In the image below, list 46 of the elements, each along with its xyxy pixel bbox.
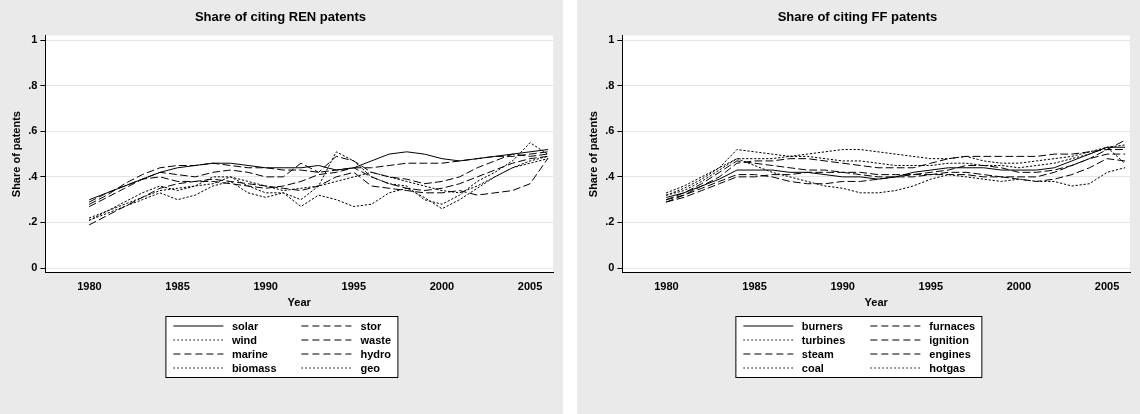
y-tick-label: 1 <box>31 33 38 46</box>
y-tick-label: .6 <box>605 124 615 137</box>
legend-label: biomass <box>231 362 277 374</box>
y-tick-label: .6 <box>28 124 38 137</box>
legend-label: steam <box>801 348 834 360</box>
legend-label: wind <box>231 334 257 346</box>
legend-label: burners <box>801 320 843 332</box>
y-tick-label: .2 <box>28 215 38 228</box>
x-tick-label: 2000 <box>429 280 455 293</box>
x-tick-label: 2005 <box>1094 280 1120 293</box>
x-tick-label: 1985 <box>742 280 767 293</box>
legend-label: stor <box>360 320 382 332</box>
legend-label: hydro <box>360 348 392 360</box>
y-tick-label: .8 <box>605 78 615 91</box>
x-tick-label: 1990 <box>253 280 278 293</box>
x-axis-title: Year <box>287 296 312 309</box>
y-tick-label: 0 <box>31 261 38 274</box>
legend-label: ignition <box>929 334 969 346</box>
x-tick-label: 2000 <box>1006 280 1032 293</box>
x-tick-label: 1985 <box>165 280 190 293</box>
legend-label: geo <box>360 362 381 374</box>
chart-title: Share of citing FF patents <box>777 9 938 25</box>
y-tick-label: .4 <box>28 169 39 182</box>
y-axis-title: Share of patents <box>9 111 22 198</box>
legend-label: waste <box>360 334 392 346</box>
x-axis-title: Year <box>864 296 889 309</box>
x-tick-label: 1980 <box>77 280 102 293</box>
chart-title: Share of citing REN patents <box>194 9 367 25</box>
y-tick-label: .8 <box>28 78 38 91</box>
y-tick-label: .4 <box>605 169 616 182</box>
x-tick-label: 1995 <box>341 280 367 293</box>
legend-label: coal <box>801 362 824 374</box>
y-axis-title: Share of patents <box>586 111 599 198</box>
y-tick-label: .2 <box>605 215 615 228</box>
y-tick-label: 0 <box>608 261 615 274</box>
x-tick-label: 1995 <box>918 280 944 293</box>
legend-label: furnaces <box>929 320 976 332</box>
legend-label: marine <box>231 348 268 360</box>
legend-label: turbines <box>801 334 846 346</box>
x-tick-label: 1980 <box>654 280 679 293</box>
legend-label: engines <box>929 348 971 360</box>
legend-label: hotgas <box>929 362 966 374</box>
x-tick-label: 2005 <box>517 280 543 293</box>
x-tick-label: 1990 <box>830 280 855 293</box>
legend-label: solar <box>231 320 259 332</box>
y-tick-label: 1 <box>608 33 615 46</box>
